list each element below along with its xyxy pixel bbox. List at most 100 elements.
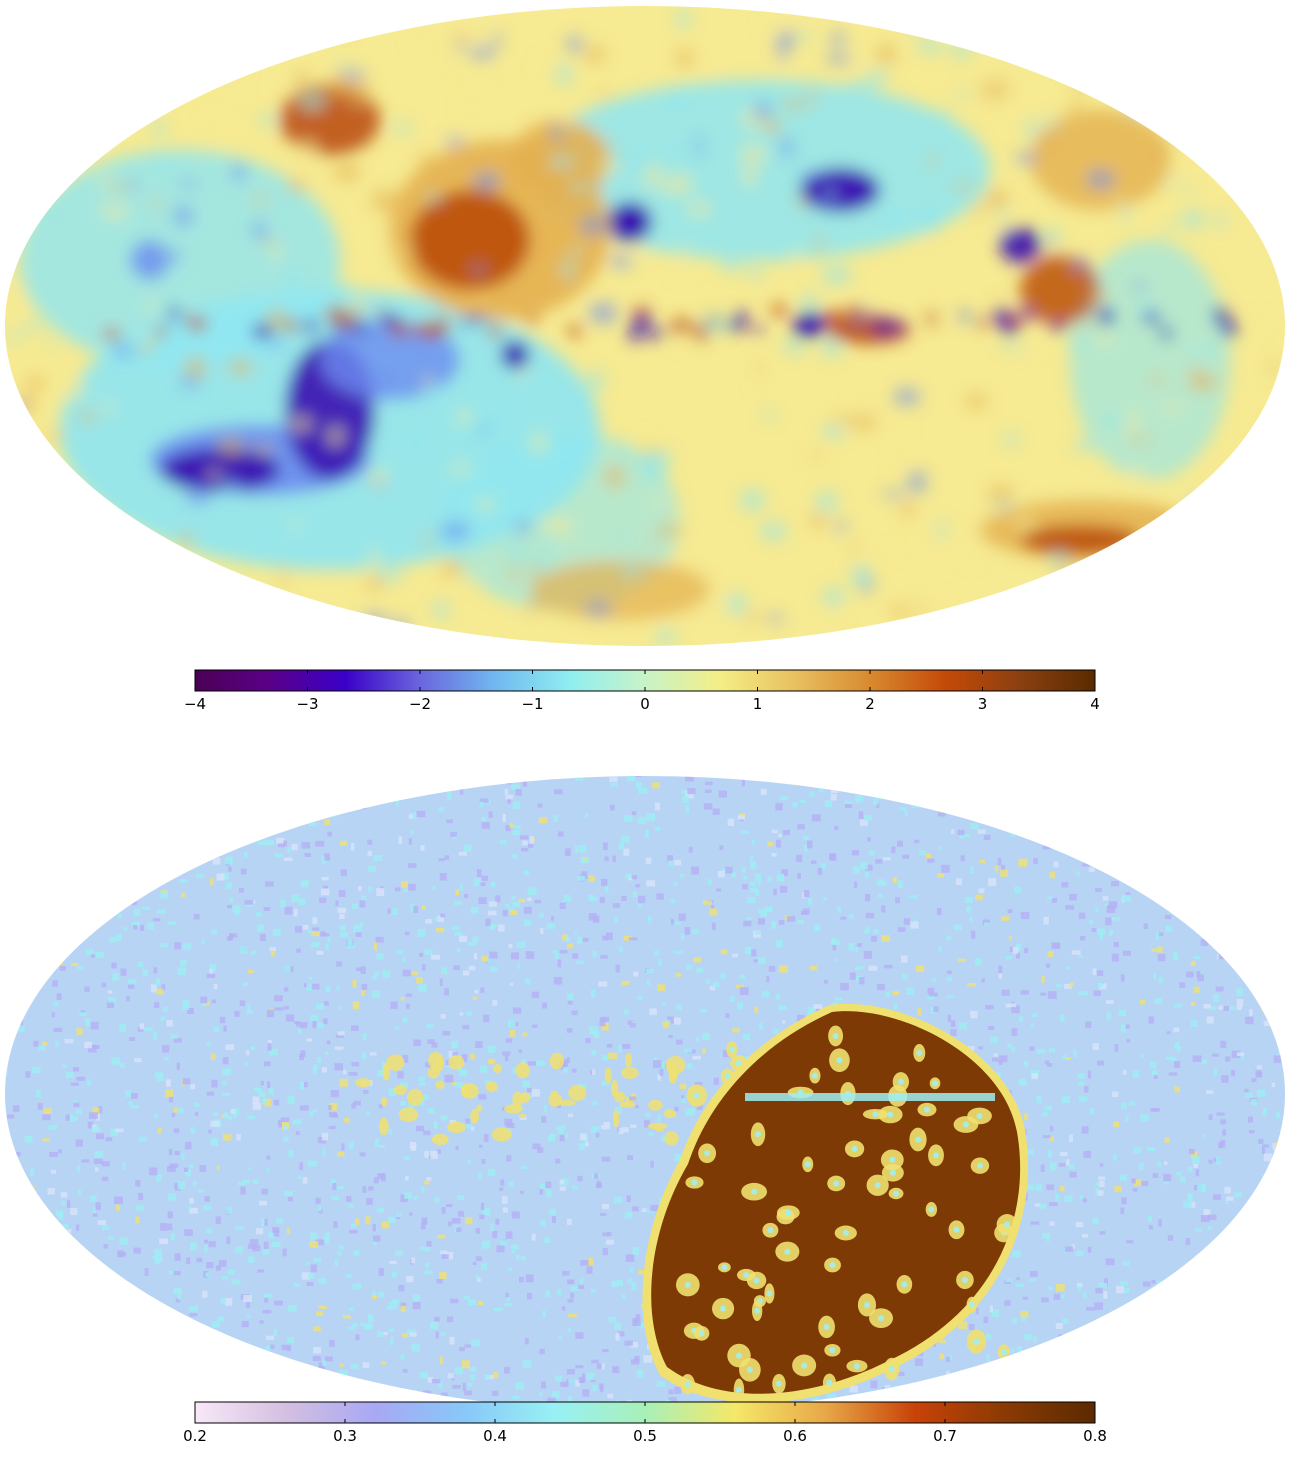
map-speckle — [744, 946, 751, 955]
map-speckle — [1151, 776, 1156, 779]
map-speckle — [979, 1383, 987, 1388]
map-speckle — [178, 1405, 184, 1412]
map-feature — [1172, 47, 1200, 71]
map-feature — [423, 531, 432, 550]
map-speckle — [674, 1153, 682, 1162]
map-speckle — [1271, 1082, 1276, 1088]
map-speckle — [558, 1335, 563, 1340]
map-speckle — [298, 1028, 302, 1034]
map-speckle — [1276, 1409, 1280, 1412]
map-speckle — [18, 830, 28, 836]
map-speckle — [1173, 1061, 1180, 1068]
map-speckle — [1221, 1274, 1230, 1282]
map-feature — [151, 160, 179, 168]
map-speckle — [1173, 954, 1179, 961]
map-speckle — [480, 1263, 488, 1270]
map-feature — [1109, 197, 1129, 204]
map-speckle — [265, 1167, 270, 1172]
map-speckle — [274, 1007, 284, 1011]
map-speckle — [1167, 1235, 1174, 1241]
map-speckle — [381, 793, 388, 801]
map-speckle — [571, 1185, 578, 1190]
map-speckle — [427, 1377, 434, 1383]
map-speckle — [739, 987, 749, 996]
map-speckle — [1140, 1180, 1149, 1187]
map-feature — [177, 377, 202, 389]
map-feature — [52, 622, 63, 643]
map-speckle — [45, 1231, 54, 1235]
map-speckle — [653, 1057, 657, 1063]
map-speckle — [1282, 1169, 1285, 1177]
map-speckle — [76, 1165, 81, 1172]
map-feature — [406, 432, 426, 456]
map-speckle — [823, 979, 829, 984]
map-speckle — [1152, 1108, 1161, 1112]
map-speckle — [539, 912, 544, 918]
map-speckle — [365, 1216, 371, 1225]
map-speckle — [822, 897, 827, 901]
map-feature — [355, 76, 370, 101]
map-speckle — [201, 939, 205, 944]
map-speckle — [1011, 1347, 1015, 1354]
map-speckle — [205, 1272, 210, 1277]
map-speckle — [691, 866, 699, 875]
map-feature — [726, 592, 748, 616]
map-speckle — [242, 982, 249, 986]
map-speckle — [1096, 970, 1104, 976]
map-speckle — [848, 942, 855, 951]
map-speckle — [195, 1350, 203, 1358]
map-speckle — [367, 850, 372, 856]
map-speckle — [52, 980, 58, 987]
map-speckle — [5, 1203, 13, 1207]
map-speckle — [864, 893, 871, 902]
map-feature — [628, 324, 644, 342]
map-speckle — [182, 1002, 189, 1010]
map-speckle — [165, 854, 170, 859]
map-speckle — [257, 1269, 265, 1273]
map-speckle — [675, 1004, 683, 1011]
map-speckle — [1046, 1234, 1050, 1242]
map-feature — [961, 1276, 968, 1283]
map-speckle — [1056, 1357, 1060, 1362]
map-feature — [1190, 364, 1200, 383]
map-speckle — [487, 959, 492, 965]
map-speckle — [1081, 1126, 1089, 1134]
map-speckle — [503, 1366, 510, 1374]
map-speckle — [286, 1228, 291, 1234]
map-speckle — [1065, 828, 1069, 833]
map-feature — [295, 69, 309, 92]
map-speckle — [490, 881, 496, 888]
map-speckle — [635, 883, 640, 888]
map-speckle — [229, 897, 234, 903]
map-speckle — [416, 1391, 421, 1398]
map-speckle — [1148, 1225, 1154, 1230]
map-speckle — [551, 1391, 560, 1399]
map-speckle — [797, 873, 801, 879]
map-speckle — [1239, 925, 1244, 930]
map-feature — [184, 488, 211, 506]
map-feature — [433, 600, 449, 619]
map-speckle — [668, 1034, 673, 1039]
map-speckle — [436, 1278, 443, 1284]
map-speckle — [235, 1342, 241, 1347]
map-speckle — [53, 1376, 57, 1380]
map-feature — [361, 613, 389, 628]
map-speckle — [127, 979, 137, 985]
map-speckle — [181, 1153, 185, 1160]
map-speckle — [1049, 1221, 1055, 1226]
map-speckle — [511, 1211, 520, 1219]
map-speckle — [964, 896, 974, 903]
map-speckle — [1207, 1214, 1217, 1221]
map-speckle — [725, 866, 733, 874]
map-speckle — [177, 1108, 184, 1113]
map-speckle — [58, 1212, 63, 1220]
map-speckle — [1218, 951, 1224, 960]
map-speckle — [398, 836, 403, 844]
map-feature — [878, 1315, 885, 1322]
map-speckle — [224, 856, 233, 865]
map-speckle — [372, 1238, 377, 1246]
map-speckle — [470, 766, 475, 771]
map-speckle — [64, 1321, 72, 1328]
map-feature — [326, 306, 346, 324]
map-feature — [410, 190, 530, 290]
